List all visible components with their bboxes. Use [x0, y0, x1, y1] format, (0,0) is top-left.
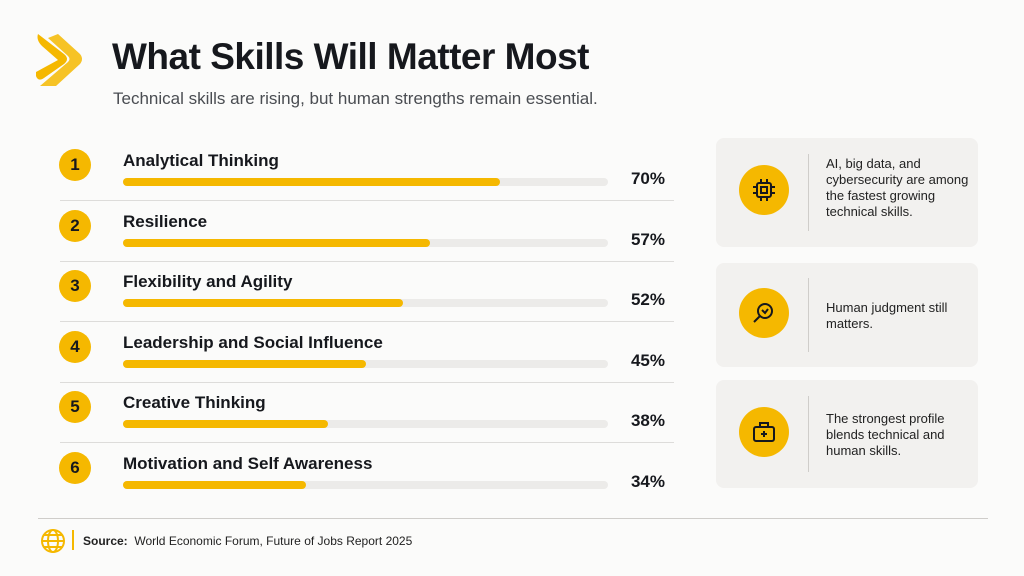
value-label: 38% [630, 411, 665, 430]
insight-text: Human judgment still matters. [826, 300, 948, 331]
rank-badge: 4 [59, 330, 91, 363]
insight-text: The strongest profile blends technical a… [826, 411, 945, 458]
bar [123, 299, 404, 307]
rank-badge: 6 [59, 451, 91, 484]
insight-card: AI, big data, and cybersecurity are amon… [716, 138, 978, 247]
globe-icon [41, 529, 65, 553]
card-divider [808, 154, 809, 231]
bar [123, 359, 366, 368]
value-label: 34% [630, 471, 665, 491]
insight-card: Human judgment still matters. [716, 263, 978, 367]
value-label: 45% [630, 350, 665, 370]
source-label: Source: [83, 534, 128, 548]
rank-badge: 2 [59, 209, 91, 242]
row-divider [60, 200, 674, 201]
skill-label: Creative Thinking [123, 393, 266, 412]
skill-label: Leadership and Social Influence [123, 332, 383, 352]
source-text: World Economic Forum, Future of Jobs Rep… [134, 534, 413, 548]
footer-line [38, 518, 988, 519]
footer-accent [72, 530, 74, 550]
subtitle: Technical skills are rising, but human s… [113, 89, 598, 108]
briefcase-icon [739, 407, 789, 457]
skill-label: Analytical Thinking [123, 151, 279, 170]
bar [123, 238, 431, 247]
value-label: 57% [630, 229, 665, 249]
row-divider [60, 381, 674, 383]
card-divider [808, 278, 809, 352]
bar-track [123, 480, 608, 489]
value-label: 70% [630, 169, 665, 188]
search-icon [739, 288, 789, 338]
row-divider [60, 260, 674, 262]
bar [123, 178, 501, 186]
skill-label: Resilience [123, 211, 208, 231]
row-divider [60, 321, 674, 322]
bar [123, 480, 307, 489]
value-label: 52% [630, 290, 665, 309]
rank-badge: 5 [59, 391, 91, 423]
skill-label: Motivation and Self Awareness [123, 453, 373, 473]
bar-track [123, 359, 608, 368]
chip-icon [739, 165, 789, 215]
title: What Skills Will Matter Most [112, 36, 590, 77]
rank-badge: 3 [59, 270, 91, 302]
card-divider [808, 396, 809, 472]
logo [36, 34, 82, 86]
rank-badge: 1 [59, 149, 91, 181]
bar [123, 420, 328, 428]
insight-text: AI, big data, and cybersecurity are amon… [826, 156, 969, 219]
source: Source: World Economic Forum, Future of … [83, 534, 412, 548]
insight-card: The strongest profile blends technical a… [716, 380, 978, 488]
skill-label: Flexibility and Agility [123, 272, 293, 291]
bar-track [123, 420, 608, 428]
row-divider [60, 442, 674, 443]
